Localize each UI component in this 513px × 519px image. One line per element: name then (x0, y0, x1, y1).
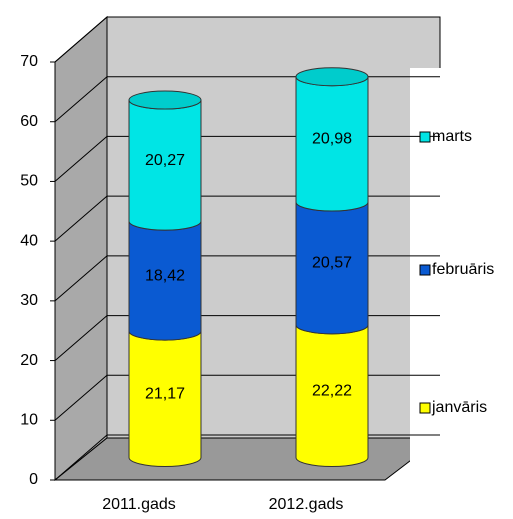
grid-line (54, 16, 440, 63)
y-tick-label: 0 (29, 471, 38, 488)
y-tick-label: 40 (20, 232, 38, 249)
y-tick-label: 20 (20, 352, 38, 369)
legend-label: marts (432, 128, 472, 145)
legend-label: janvāris (431, 399, 487, 416)
cylinder-top (128, 90, 202, 110)
value-label: 22,22 (312, 382, 352, 399)
value-label: 21,17 (145, 386, 185, 403)
floor (53, 437, 442, 481)
legend-swatch (419, 402, 431, 414)
legend-label: februāris (432, 261, 494, 278)
cylinder-top (295, 67, 369, 87)
y-tick-label: 50 (20, 173, 38, 190)
y-tick-label: 10 (20, 412, 38, 429)
value-label: 20,57 (312, 255, 352, 272)
y-tick-label: 60 (20, 113, 38, 130)
y-tick-label: 70 (20, 53, 38, 70)
value-label: 20,27 (145, 152, 185, 169)
x-tick-label: 2011.gads (102, 496, 176, 513)
value-label: 18,42 (145, 267, 185, 284)
x-tick-label: 2012.gads (269, 496, 344, 513)
left-wall (54, 15, 108, 482)
legend-swatch (419, 131, 431, 143)
y-tick-label: 30 (20, 292, 38, 309)
legend-swatch (419, 264, 431, 276)
value-label: 20,98 (312, 131, 352, 148)
